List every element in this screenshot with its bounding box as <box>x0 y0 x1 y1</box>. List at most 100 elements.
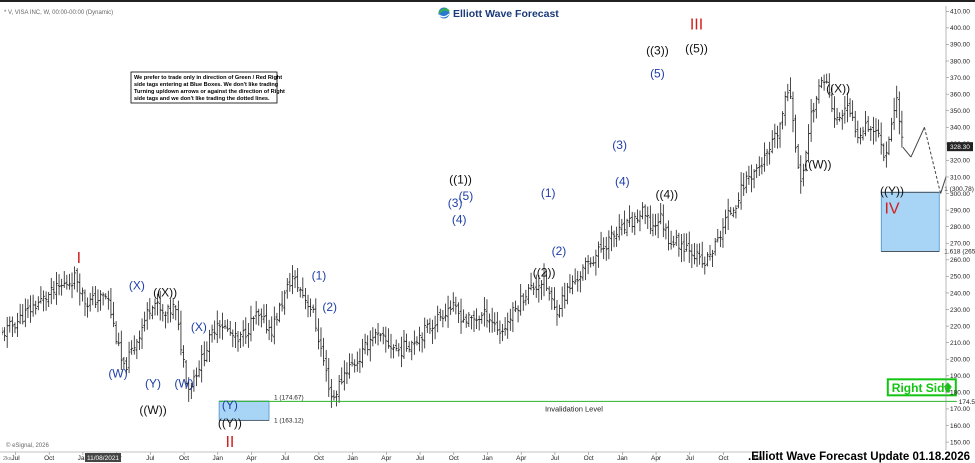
logo-text: Elliott Wave Forecast <box>453 8 559 20</box>
invalidation-value: 174.59 <box>959 399 975 406</box>
ohlc-bar <box>368 330 372 362</box>
ohlc-bar <box>830 85 834 113</box>
ohlc-bar <box>195 367 198 387</box>
wave-label: (X) <box>191 320 207 334</box>
ohlc-bar <box>363 333 367 355</box>
ohlc-bar <box>96 289 100 313</box>
ohlc-bar <box>441 309 445 328</box>
ohlc-bar <box>646 206 650 229</box>
right-side-tag: Right Side <box>886 378 957 397</box>
ohlc-bar <box>718 230 722 248</box>
x-tick-label: Apr <box>381 455 392 462</box>
ohlc-bar <box>586 255 590 275</box>
wave-label: IV <box>884 200 899 217</box>
ohlc-bar <box>423 317 427 349</box>
wave-label: (3) <box>612 138 627 152</box>
ohlc-bar <box>565 282 569 305</box>
ohlc-bar <box>516 305 520 323</box>
ohlc-bar <box>114 321 118 345</box>
ohlc-bar <box>488 313 491 333</box>
ohlc-bar <box>252 316 255 331</box>
y-axis-ticks: 150.00 160.00 170.00 180.00 190.00 200.00 210.… <box>946 9 970 446</box>
ohlc-bar <box>638 210 642 232</box>
ohlc-bar <box>835 107 839 125</box>
y-tick-label: 180.00 <box>950 390 970 397</box>
ohlc-bar <box>877 119 880 138</box>
ohlc-bar <box>682 233 686 262</box>
ohlc-bar <box>104 293 108 300</box>
ohlc-bar <box>840 109 844 130</box>
ohlc-bar <box>73 266 77 290</box>
ohlc-bar <box>449 300 453 315</box>
ohlc-bar <box>801 163 805 187</box>
ohlc-bar <box>26 299 30 319</box>
ohlc-bar <box>856 120 860 144</box>
ohlc-bar <box>552 287 556 310</box>
ohlc-bar <box>306 294 310 318</box>
wave-label: (2) <box>322 300 337 314</box>
ohlc-bar <box>635 209 639 224</box>
top-edge <box>0 0 975 2</box>
wave-label: (Y) <box>145 376 161 390</box>
ohlc-bar <box>558 304 561 318</box>
ohlc-bar <box>508 308 512 331</box>
ohlc-bar <box>485 299 489 328</box>
note-line-3: Turning up/down arrows or against the di… <box>134 89 285 95</box>
x-tick-label: Apr <box>246 455 257 462</box>
ohlc-bar <box>734 205 738 219</box>
ohlc-bar <box>791 91 795 133</box>
ohlc-bar <box>770 130 774 154</box>
ohlc-bar <box>532 282 536 296</box>
ohlc-bar <box>304 287 307 310</box>
ohlc-bar <box>716 228 720 243</box>
ohlc-bar <box>70 272 74 299</box>
ohlc-bar <box>866 116 870 132</box>
ohlc-bar <box>342 360 346 391</box>
ohlc-bar <box>49 277 53 305</box>
ohlc-bar <box>822 74 826 91</box>
ohlc-bar <box>275 312 279 326</box>
ohlc-bar <box>892 97 896 130</box>
x-tick-label: Jan <box>752 455 763 462</box>
ohlc-bar <box>200 344 204 383</box>
ohlc-bar <box>283 290 287 315</box>
ohlc-bar <box>659 202 663 225</box>
x-tick-label: Oct <box>718 455 728 462</box>
ohlc-bar <box>661 204 665 238</box>
y-tick-label: 190.00 <box>950 373 970 380</box>
ohlc-bar <box>711 249 714 268</box>
ohlc-bar <box>244 317 248 345</box>
y-tick-label: 290.00 <box>950 207 970 214</box>
ohlc-bar <box>633 212 637 236</box>
ohlc-bar <box>747 165 751 185</box>
ohlc-bar <box>534 274 538 298</box>
ohlc-bar <box>184 359 188 389</box>
ohlc-bar <box>389 333 393 359</box>
y-tick-label: 320.00 <box>950 158 970 165</box>
fib-label-bottom: 1 (163.12) <box>274 417 304 424</box>
wave-label: (W) <box>174 376 193 390</box>
ohlc-bar <box>189 382 193 400</box>
wave-label: ((5)) <box>685 42 708 56</box>
ohlc-bar <box>848 98 852 118</box>
ohlc-bar <box>226 319 230 332</box>
projection-path <box>902 127 946 194</box>
ohlc-bar <box>208 329 211 362</box>
ohlc-bar <box>158 290 162 321</box>
ohlc-bar <box>869 126 873 141</box>
y-tick-label: 260.00 <box>950 257 970 264</box>
x-tick-label: Jul <box>146 455 155 462</box>
y-tick-label: 340.00 <box>950 125 970 132</box>
ohlc-bar <box>202 341 206 367</box>
ohlc-bar <box>412 330 416 355</box>
ohlc-bar <box>301 277 305 299</box>
ohlc-bar <box>431 319 434 345</box>
ohlc-bar <box>254 301 258 325</box>
overlay-annotations: 1 (300.78) 1.618 (265.09) 1 (174.67) 1 (163… <box>219 186 975 424</box>
ohlc-bar <box>807 124 810 163</box>
ohlc-bar <box>125 357 128 375</box>
x-tick-label: Jan <box>213 455 224 462</box>
ohlc-bar <box>29 295 32 323</box>
ohlc-bar <box>436 305 440 333</box>
ohlc-bar <box>39 286 43 304</box>
